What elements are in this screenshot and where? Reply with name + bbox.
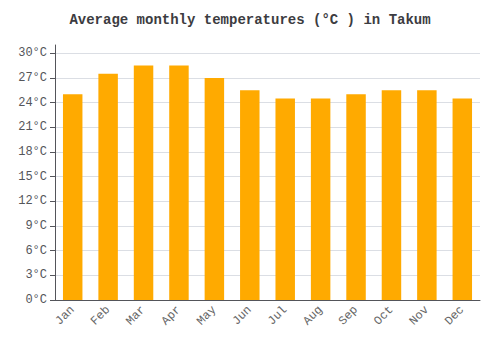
svg-text:9°C: 9°C xyxy=(25,219,47,233)
svg-text:27°C: 27°C xyxy=(18,71,47,85)
svg-text:Apr: Apr xyxy=(159,303,184,328)
svg-text:Mar: Mar xyxy=(123,303,148,328)
svg-text:Jun: Jun xyxy=(230,303,255,328)
svg-text:Average monthly temperatures (: Average monthly temperatures (°C ) in Ta… xyxy=(69,12,430,28)
svg-text:Nov: Nov xyxy=(407,303,432,328)
svg-text:Sep: Sep xyxy=(336,303,361,328)
svg-text:3°C: 3°C xyxy=(25,268,47,282)
svg-text:May: May xyxy=(194,303,219,328)
svg-text:0°C: 0°C xyxy=(25,293,47,307)
svg-text:Dec: Dec xyxy=(442,303,467,328)
svg-text:12°C: 12°C xyxy=(18,194,47,208)
svg-text:Jan: Jan xyxy=(53,303,78,328)
svg-text:Oct: Oct xyxy=(371,303,396,328)
svg-text:18°C: 18°C xyxy=(18,145,47,159)
svg-text:6°C: 6°C xyxy=(25,244,47,258)
svg-text:21°C: 21°C xyxy=(18,120,47,134)
svg-text:Aug: Aug xyxy=(300,303,325,328)
svg-text:Feb: Feb xyxy=(88,303,113,328)
svg-text:Jul: Jul xyxy=(265,303,290,328)
svg-text:24°C: 24°C xyxy=(18,96,47,110)
svg-text:15°C: 15°C xyxy=(18,170,47,184)
svg-text:30°C: 30°C xyxy=(18,46,47,60)
